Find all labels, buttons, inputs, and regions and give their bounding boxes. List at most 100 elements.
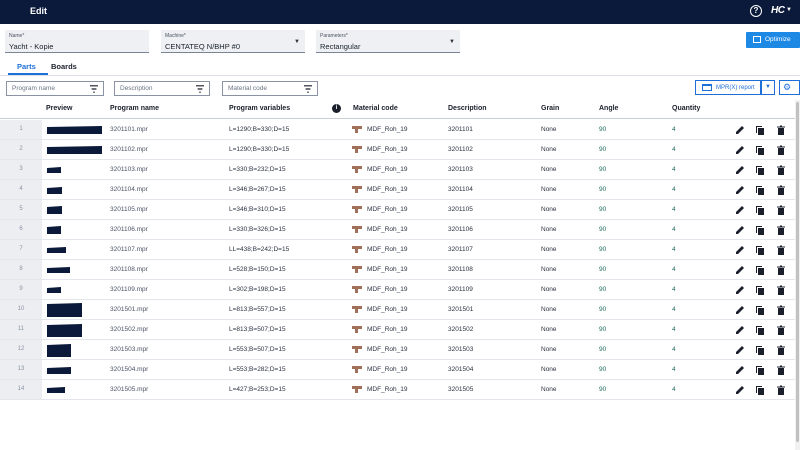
material-code-filter[interactable]: Material code <box>222 81 318 96</box>
delete-icon[interactable] <box>776 325 786 335</box>
parameters-select[interactable]: Parameters* Rectangular ▼ <box>316 30 460 53</box>
mprx-report-button[interactable]: MPR(X) report <box>695 80 761 95</box>
tab-boards[interactable]: Boards <box>51 62 77 71</box>
parameters-select-value[interactable]: Rectangular <box>320 42 361 51</box>
copy-icon[interactable] <box>755 225 765 235</box>
table-row[interactable]: 1 3201101.mpr L=1290;B=330;D=15 MDF_Roh_19 3… <box>0 120 800 140</box>
table-row[interactable]: 6 3201106.mpr L=330;B=326;D=15 MDF_Roh_19 32… <box>0 220 800 240</box>
copy-icon[interactable] <box>755 125 765 135</box>
program-variables-cell: L=813;B=557;D=15 <box>229 306 286 313</box>
delete-icon[interactable] <box>776 165 786 175</box>
edit-icon[interactable] <box>735 245 745 255</box>
table-row[interactable]: 2 3201102.mpr L=1290;B=330;D=15 MDF_Roh_19 3… <box>0 140 800 160</box>
filter-icon[interactable] <box>90 85 98 93</box>
delete-icon[interactable] <box>776 125 786 135</box>
description-filter[interactable]: Description <box>114 81 210 96</box>
grain-cell: None <box>541 286 557 293</box>
delete-icon[interactable] <box>776 145 786 155</box>
column-description[interactable]: Description <box>448 105 487 112</box>
edit-icon[interactable] <box>735 125 745 135</box>
name-field-value[interactable]: Yacht - Kopie <box>9 42 54 51</box>
quantity-cell: 4 <box>672 146 676 153</box>
filter-icon[interactable] <box>304 85 312 93</box>
column-material-code[interactable]: Material code <box>353 105 398 112</box>
edit-icon[interactable] <box>735 345 745 355</box>
table-row[interactable]: 9 3201109.mpr L=302;B=198;D=15 MDF_Roh_19 32… <box>0 280 800 300</box>
column-angle[interactable]: Angle <box>599 105 619 112</box>
table-row[interactable]: 7 3201107.mpr LL=438;B=242;D=15 MDF_Roh_19 3… <box>0 240 800 260</box>
program-name-cell: 3201104.mpr <box>110 186 148 193</box>
column-quantity[interactable]: Quantity <box>672 105 701 112</box>
delete-icon[interactable] <box>776 245 786 255</box>
info-icon[interactable]: i <box>332 104 341 113</box>
machine-select[interactable]: Machine* CENTATEQ N/BHP #0 ▼ <box>161 30 305 53</box>
brand-logo[interactable]: HC <box>771 5 785 16</box>
quantity-cell: 4 <box>672 246 676 253</box>
table-row[interactable]: 11 3201502.mpr L=813;B=507;D=15 MDF_Roh_19 3… <box>0 320 800 340</box>
delete-icon[interactable] <box>776 185 786 195</box>
filter-icon[interactable] <box>196 85 204 93</box>
report-dropdown-button[interactable]: ▼ <box>761 80 775 95</box>
table-row[interactable]: 13 3201504.mpr L=553;B=282;D=15 MDF_Roh_19 3… <box>0 360 800 380</box>
delete-icon[interactable] <box>776 345 786 355</box>
machine-select-value[interactable]: CENTATEQ N/BHP #0 <box>165 42 241 51</box>
delete-icon[interactable] <box>776 265 786 275</box>
grain-cell: None <box>541 306 557 313</box>
program-name-filter[interactable]: Program name <box>6 81 104 96</box>
material-swatch-icon <box>352 326 362 333</box>
description-cell: 3201103 <box>448 166 473 173</box>
copy-icon[interactable] <box>755 345 765 355</box>
copy-icon[interactable] <box>755 325 765 335</box>
delete-icon[interactable] <box>776 225 786 235</box>
delete-icon[interactable] <box>776 305 786 315</box>
edit-icon[interactable] <box>735 265 745 275</box>
material-code-filter-placeholder: Material code <box>228 85 268 92</box>
copy-icon[interactable] <box>755 165 765 175</box>
copy-icon[interactable] <box>755 385 765 395</box>
help-circle-icon[interactable]: ? <box>750 5 762 17</box>
delete-icon[interactable] <box>776 285 786 295</box>
chevron-down-icon[interactable]: ▼ <box>786 7 792 13</box>
edit-icon[interactable] <box>735 365 745 375</box>
table-row[interactable]: 3 3201103.mpr L=330;B=232;D=15 MDF_Roh_19 32… <box>0 160 800 180</box>
copy-icon[interactable] <box>755 145 765 155</box>
copy-icon[interactable] <box>755 205 765 215</box>
copy-icon[interactable] <box>755 265 765 275</box>
edit-icon[interactable] <box>735 325 745 335</box>
column-grain[interactable]: Grain <box>541 105 560 112</box>
table-row[interactable]: 10 3201501.mpr L=813;B=557;D=15 MDF_Roh_19 3… <box>0 300 800 320</box>
table-row[interactable]: 12 3201503.mpr L=553;B=507;D=15 MDF_Roh_19 3… <box>0 340 800 360</box>
column-program-variables[interactable]: Program variables <box>229 105 291 112</box>
edit-icon[interactable] <box>735 205 745 215</box>
edit-icon[interactable] <box>735 165 745 175</box>
delete-icon[interactable] <box>776 365 786 375</box>
table-row[interactable]: 4 3201104.mpr L=346;B=267;D=15 MDF_Roh_19 32… <box>0 180 800 200</box>
name-field[interactable]: Name* Yacht - Kopie <box>5 30 149 53</box>
edit-icon[interactable] <box>735 305 745 315</box>
chevron-down-icon[interactable]: ▼ <box>294 39 300 45</box>
copy-icon[interactable] <box>755 285 765 295</box>
edit-icon[interactable] <box>735 285 745 295</box>
delete-icon[interactable] <box>776 385 786 395</box>
copy-icon[interactable] <box>755 365 765 375</box>
table-row[interactable]: 14 3201505.mpr L=427;B=253;D=15 MDF_Roh_19 3… <box>0 380 800 400</box>
edit-icon[interactable] <box>735 145 745 155</box>
machine-select-label: Machine* <box>165 33 186 39</box>
row-index: 13 <box>0 360 42 379</box>
scrollbar-thumb[interactable] <box>796 102 799 442</box>
edit-icon[interactable] <box>735 225 745 235</box>
delete-icon[interactable] <box>776 205 786 215</box>
copy-icon[interactable] <box>755 185 765 195</box>
edit-icon[interactable] <box>735 385 745 395</box>
chevron-down-icon[interactable]: ▼ <box>449 39 455 45</box>
part-preview-thumbnail <box>47 247 66 253</box>
copy-icon[interactable] <box>755 305 765 315</box>
tab-parts[interactable]: Parts <box>17 62 36 71</box>
optimize-button[interactable]: Optimize <box>746 32 800 48</box>
copy-icon[interactable] <box>755 245 765 255</box>
settings-button[interactable]: ⚙ <box>779 80 800 95</box>
table-row[interactable]: 8 3201108.mpr L=528;B=150;D=15 MDF_Roh_19 32… <box>0 260 800 280</box>
table-row[interactable]: 5 3201105.mpr L=346;B=310;D=15 MDF_Roh_19 32… <box>0 200 800 220</box>
column-program-name[interactable]: Program name <box>110 105 160 112</box>
edit-icon[interactable] <box>735 185 745 195</box>
